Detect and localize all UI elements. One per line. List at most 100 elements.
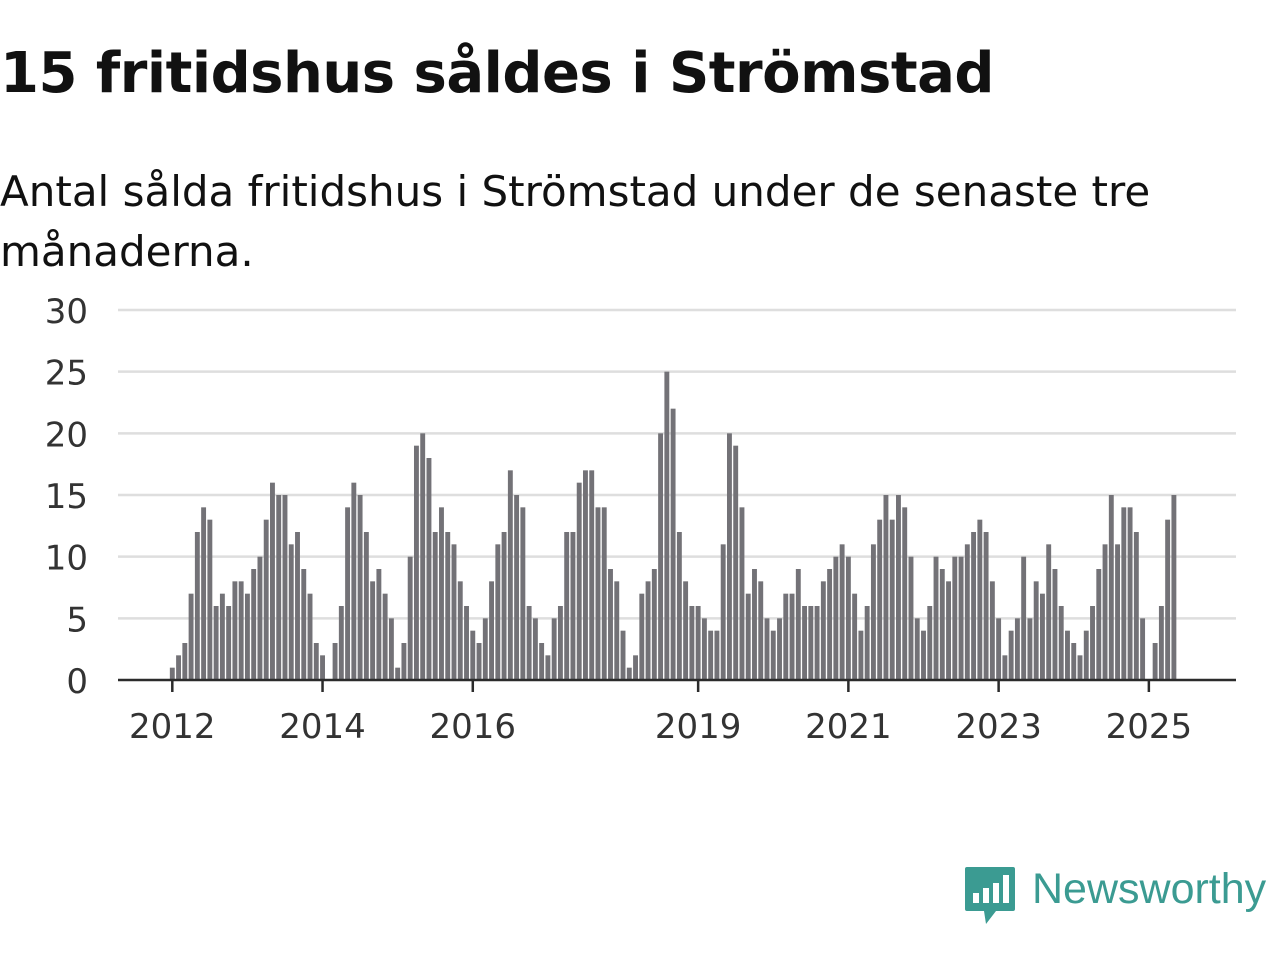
bar <box>971 532 977 680</box>
newsworthy-brand[interactable]: Newsworthy <box>962 862 1276 932</box>
bar <box>1065 630 1070 680</box>
bar <box>958 556 964 680</box>
bar <box>770 630 776 680</box>
y-tick-label: 30 <box>45 292 88 332</box>
bar <box>395 667 401 680</box>
bar <box>683 581 689 680</box>
bar <box>232 581 238 680</box>
bar <box>1014 618 1020 680</box>
bar <box>526 606 532 680</box>
bar <box>376 569 382 680</box>
bar <box>257 556 263 680</box>
bar <box>169 667 175 680</box>
bar <box>182 643 188 680</box>
bar <box>845 556 851 680</box>
bar <box>1046 544 1052 680</box>
bar <box>745 593 751 680</box>
bar <box>802 606 808 680</box>
bar <box>439 507 444 680</box>
bar <box>620 630 626 680</box>
bar <box>839 544 845 680</box>
bar <box>1033 581 1039 680</box>
x-axis <box>118 678 1236 692</box>
bar <box>789 593 795 680</box>
bar <box>251 569 257 680</box>
bar <box>464 606 469 680</box>
bar <box>557 606 563 680</box>
bar <box>445 532 451 680</box>
bar <box>219 593 225 680</box>
bar <box>489 581 495 680</box>
y-tick-label: 20 <box>45 415 88 455</box>
y-tick-label: 10 <box>45 539 88 579</box>
bar <box>382 593 388 680</box>
bar <box>188 593 194 680</box>
bar <box>651 569 657 680</box>
bar <box>820 581 826 680</box>
bar <box>1021 556 1027 680</box>
bar <box>301 569 307 680</box>
bar <box>295 532 300 680</box>
bar <box>720 544 726 680</box>
bar <box>952 556 958 680</box>
bar <box>432 532 438 680</box>
bar <box>752 569 757 680</box>
bar <box>520 507 526 680</box>
y-tick-label: 5 <box>66 600 88 640</box>
bar <box>983 532 989 680</box>
bar <box>1077 655 1083 680</box>
bar <box>783 593 789 680</box>
bar <box>639 593 645 680</box>
bar <box>345 507 351 680</box>
bar <box>357 495 363 680</box>
bar <box>457 581 463 680</box>
bar <box>814 606 820 680</box>
bar <box>201 507 207 680</box>
chart-title: 15 fritidshus såldes i Strömstad <box>0 41 994 106</box>
chart-subtitle: Antal sålda fritidshus i Strömstad under… <box>0 167 1151 276</box>
bar <box>388 618 394 680</box>
bar <box>313 643 319 680</box>
bar <box>1008 630 1014 680</box>
y-tick-label: 15 <box>45 477 88 517</box>
bar <box>614 581 620 680</box>
bar <box>921 630 926 680</box>
bar <box>1096 569 1102 680</box>
bar <box>495 544 501 680</box>
bar <box>589 470 595 680</box>
bar <box>1121 507 1127 680</box>
bar <box>194 532 200 680</box>
x-tick-label: 2016 <box>430 707 517 747</box>
bar <box>883 495 889 680</box>
bar <box>244 593 250 680</box>
bar <box>470 630 476 680</box>
bar <box>1152 643 1158 680</box>
bar <box>583 470 588 680</box>
bar <box>1108 495 1114 680</box>
bar <box>1002 655 1008 680</box>
bar <box>595 507 601 680</box>
bar <box>413 445 419 680</box>
bar <box>507 470 513 680</box>
bar <box>270 482 275 680</box>
bar <box>570 532 576 680</box>
bar <box>451 544 457 680</box>
bar <box>927 606 933 680</box>
bar <box>226 606 232 680</box>
bar <box>914 618 920 680</box>
bar <box>551 618 557 680</box>
bar <box>626 667 632 680</box>
bar <box>795 569 801 680</box>
x-tick-label: 2014 <box>279 707 366 747</box>
bar <box>564 532 570 680</box>
bar <box>1133 532 1139 680</box>
bar <box>482 618 488 680</box>
bar <box>933 556 939 680</box>
bar <box>664 371 670 680</box>
bar <box>908 556 914 680</box>
bar <box>608 569 613 680</box>
bar <box>964 544 970 680</box>
bar <box>426 458 432 680</box>
x-tick-label: 2012 <box>129 707 216 747</box>
